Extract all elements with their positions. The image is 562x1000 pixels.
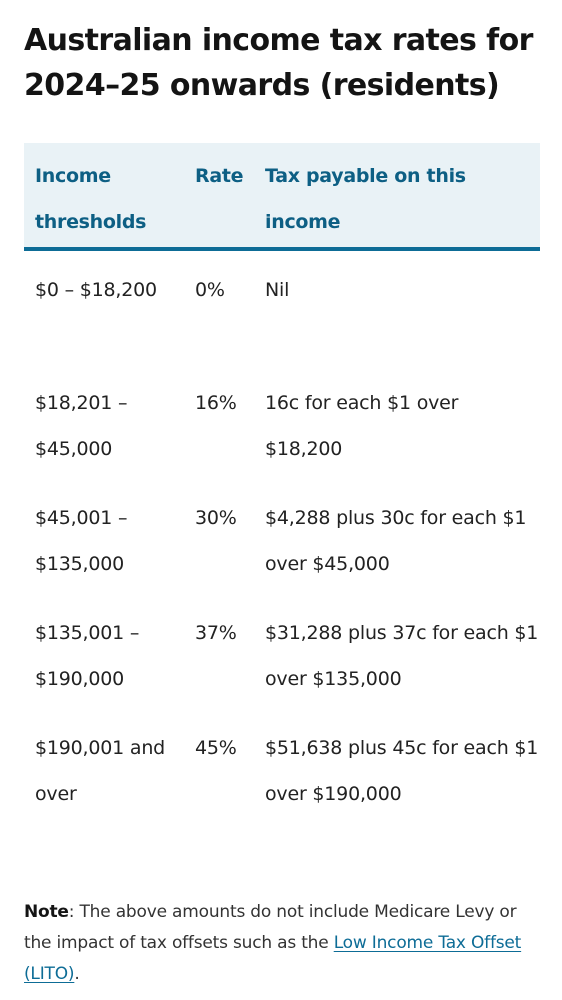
header-rate: Rate (191, 143, 263, 251)
table-body: $0 – $18,200 0% Nil $18,201 – $45,000 16… (24, 249, 540, 840)
cell-rate: 30% (195, 507, 237, 529)
cell-tax-payable: 16c for each $1 over $18,200 (265, 392, 459, 460)
cell-rate: 16% (195, 392, 237, 414)
header-tax-payable: Tax payable on this income (263, 143, 540, 251)
cell-tax-payable: $4,288 plus 30c for each $1 over $45,000 (265, 507, 527, 575)
cell-tax-payable: $51,638 plus 45c for each $1 over $190,0… (265, 737, 539, 805)
table-row: $0 – $18,200 0% Nil (24, 249, 540, 380)
cell-rate: 45% (195, 737, 237, 759)
table-header: Income thresholds Rate Tax payable on th… (24, 143, 540, 251)
cell-threshold: $135,001 – $190,000 (35, 622, 140, 690)
cell-rate: 0% (195, 279, 225, 301)
header-income-thresholds: Income thresholds (24, 143, 191, 251)
lito-link[interactable]: Low Income Tax Offset (LITO) (24, 933, 522, 984)
note-end: . (74, 964, 80, 984)
table-row: $18,201 – $45,000 16% 16c for each $1 ov… (24, 380, 540, 495)
table-row: $135,001 – $190,000 37% $31,288 plus 37c… (24, 610, 540, 725)
page-title: Australian income tax rates for 2024–25 … (24, 23, 533, 103)
footnote: Note: The above amounts do not include M… (24, 897, 544, 990)
cell-threshold: $45,001 – $135,000 (35, 507, 128, 575)
cell-tax-payable: $31,288 plus 37c for each $1 over $135,0… (265, 622, 539, 690)
tax-rates-table: Income thresholds Rate Tax payable on th… (24, 143, 540, 840)
note-text: : The above amounts do not include Medic… (24, 902, 517, 953)
cell-rate: 37% (195, 622, 237, 644)
table-row: $45,001 – $135,000 30% $4,288 plus 30c f… (24, 495, 540, 610)
cell-threshold: $0 – $18,200 (35, 279, 157, 301)
cell-threshold: $190,001 and over (35, 737, 166, 805)
cell-tax-payable: Nil (265, 279, 290, 301)
table-header-row: Income thresholds Rate Tax payable on th… (24, 143, 540, 251)
cell-threshold: $18,201 – $45,000 (35, 392, 128, 460)
table-row: $190,001 and over 45% $51,638 plus 45c f… (24, 725, 540, 840)
note-label: Note (24, 902, 69, 922)
